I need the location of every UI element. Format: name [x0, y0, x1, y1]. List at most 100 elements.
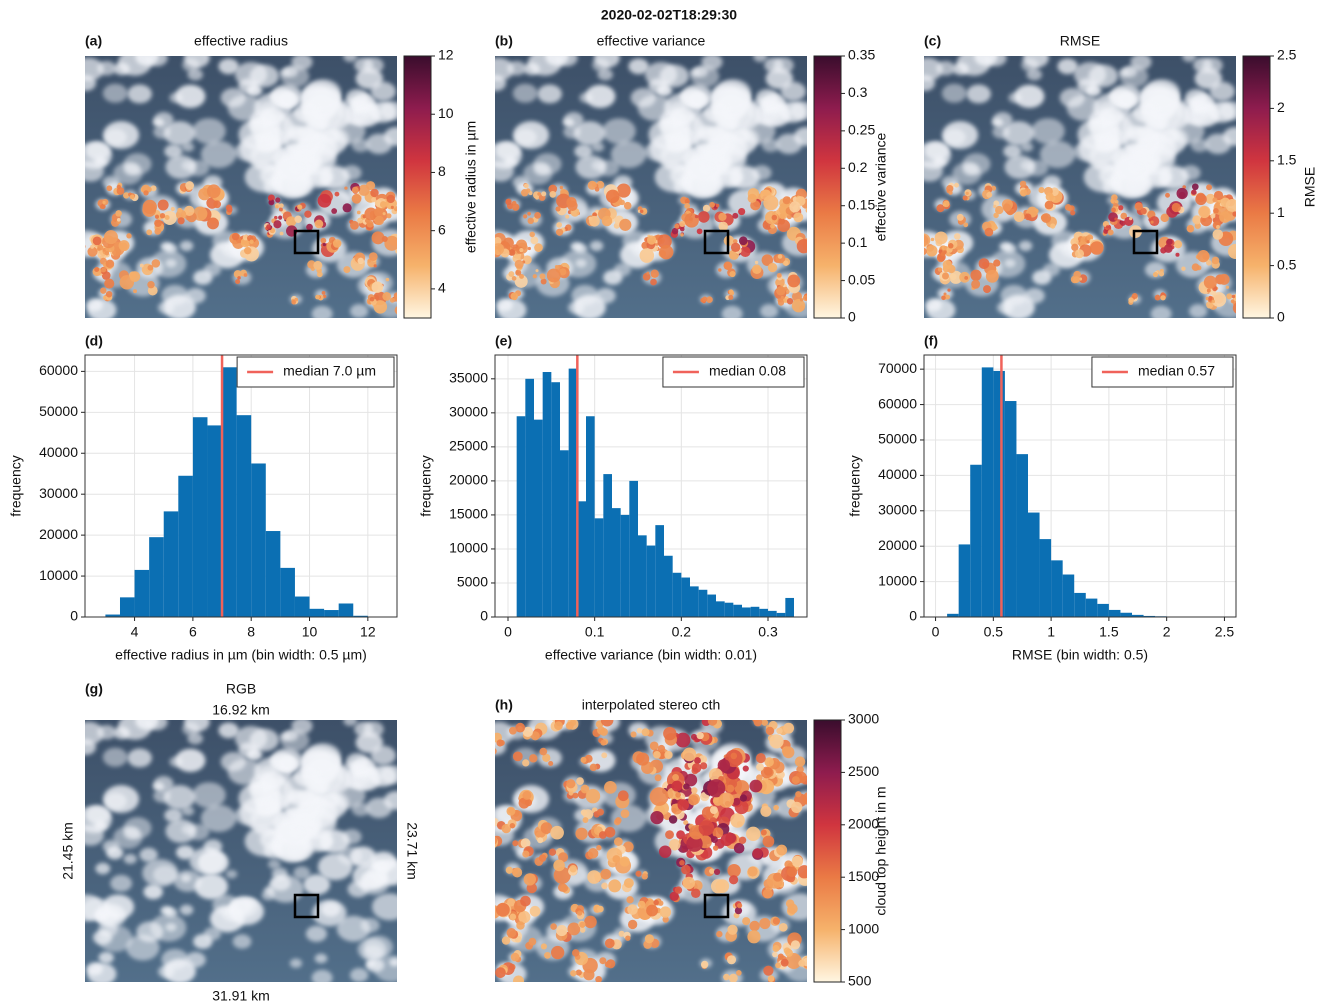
cloud — [1077, 78, 1098, 94]
cloud — [203, 263, 222, 277]
overlay-pixel — [782, 196, 791, 205]
x-tick-label: 0 — [932, 624, 940, 640]
overlay-pixel — [684, 773, 698, 787]
overlay-pixel — [177, 207, 183, 213]
overlay-pixel — [953, 233, 961, 240]
x-tick-label: 12 — [360, 624, 376, 640]
bar — [716, 601, 725, 617]
bar — [1108, 609, 1121, 617]
cloud — [537, 84, 562, 104]
overlay-pixel — [1208, 297, 1212, 301]
cloud — [228, 897, 265, 925]
overlay-pixel — [514, 274, 528, 288]
overlay-pixel — [374, 215, 384, 226]
cloud — [630, 87, 656, 108]
overlay-pixel — [1072, 276, 1080, 283]
y-tick-label: 10000 — [449, 540, 488, 556]
overlay-pixel — [956, 213, 964, 221]
overlay-pixel — [373, 264, 377, 268]
overlay-pixel — [718, 268, 722, 272]
overlay-pixel — [523, 873, 537, 886]
overlay-pixel — [615, 817, 622, 824]
overlay-pixel — [717, 759, 731, 772]
colorbar-label: effective radius in µm — [463, 121, 479, 253]
overlay-pixel — [756, 763, 764, 772]
overlay-pixel — [924, 234, 929, 247]
y-tick-label: 50000 — [878, 431, 917, 447]
overlay-pixel — [1140, 207, 1147, 215]
cloud — [169, 92, 183, 103]
overlay-pixel — [776, 272, 782, 278]
overlay-pixel — [587, 870, 601, 884]
colorbar-tick-label: 0.1 — [848, 234, 868, 250]
overlay-pixel — [350, 220, 359, 230]
cloud — [187, 68, 204, 81]
overlay-pixel — [729, 875, 739, 885]
overlay-pixel — [126, 233, 132, 239]
overlay-pixel — [90, 244, 95, 249]
cloud — [281, 108, 327, 144]
cloud — [563, 111, 584, 128]
overlay-pixel — [1020, 189, 1028, 197]
colorbar-tick-label: 2.5 — [1277, 47, 1297, 63]
overlay-pixel — [373, 300, 388, 314]
cloud — [104, 792, 127, 810]
overlay-pixel — [1182, 185, 1187, 189]
cloud — [163, 121, 196, 146]
overlay-pixel — [993, 212, 999, 219]
cloud — [1130, 56, 1152, 71]
overlay-pixel — [688, 795, 699, 806]
bar — [119, 597, 135, 617]
overlay-pixel — [601, 752, 608, 759]
overlay-pixel — [1176, 187, 1188, 200]
cloud — [305, 925, 328, 942]
cloud — [1190, 103, 1204, 114]
overlay-pixel — [783, 260, 789, 266]
bar — [568, 368, 578, 617]
bar — [970, 464, 982, 617]
overlay-pixel — [1216, 225, 1220, 229]
overlay-pixel — [1128, 297, 1134, 303]
y-axis-label: frequency — [8, 455, 24, 516]
overlay-pixel — [649, 787, 669, 806]
overlay-pixel — [587, 848, 599, 859]
bar — [1028, 512, 1040, 617]
overlay-pixel — [790, 940, 801, 950]
overlay-pixel — [577, 910, 583, 916]
y-tick-label: 40000 — [39, 444, 78, 460]
cloud — [720, 169, 743, 187]
overlay-pixel — [1165, 192, 1170, 198]
overlay-pixel — [963, 222, 969, 228]
overlay-pixel — [541, 191, 547, 197]
colorbar — [403, 55, 432, 319]
cloud — [1209, 81, 1235, 102]
overlay-pixel — [616, 183, 631, 198]
cloud — [101, 894, 135, 920]
cloud — [365, 797, 393, 819]
overlay-pixel — [523, 214, 528, 219]
region-box — [293, 893, 320, 919]
overlay-pixel — [700, 960, 709, 969]
overlay-pixel — [511, 203, 520, 211]
overlay-pixel — [791, 776, 800, 785]
legend-label: median 0.08 — [709, 363, 786, 379]
cloud — [924, 141, 952, 170]
overlay-pixel — [755, 753, 766, 764]
bar — [163, 511, 179, 617]
cloud — [187, 732, 204, 745]
cloud — [310, 169, 333, 187]
overlay-pixel — [728, 294, 734, 300]
overlay-pixel — [619, 199, 625, 206]
colorbar-label: cloud top height in m — [873, 786, 889, 915]
x-tick-label: 0.2 — [672, 624, 692, 640]
overlay-pixel — [646, 904, 658, 917]
overlay-pixel — [776, 844, 788, 856]
cloud — [571, 284, 599, 306]
overlay-pixel — [650, 278, 657, 286]
overlay-pixel — [926, 245, 938, 257]
cloud — [259, 770, 285, 791]
cloud — [753, 56, 768, 63]
overlay-pixel — [709, 201, 715, 208]
overlay-pixel — [936, 204, 945, 213]
bar — [236, 415, 252, 617]
